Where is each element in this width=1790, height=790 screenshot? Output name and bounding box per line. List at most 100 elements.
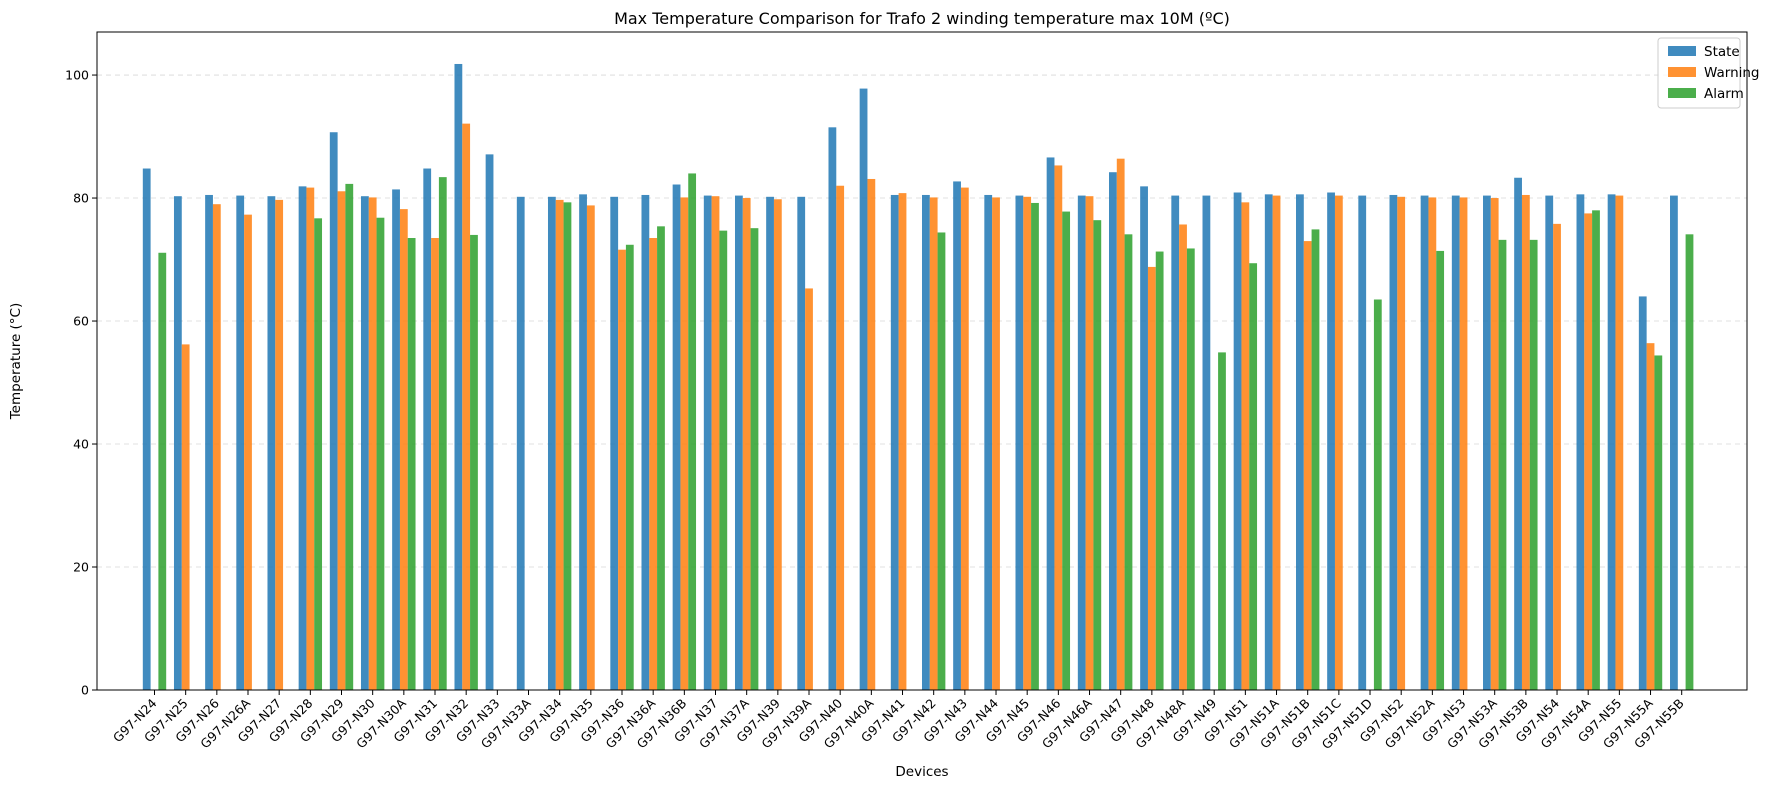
bar-state [1545, 195, 1554, 690]
bar-warning [399, 209, 408, 690]
bar-warning [898, 193, 907, 691]
bar-state [828, 127, 837, 691]
bar-warning [680, 197, 689, 690]
bar-warning [306, 187, 315, 690]
bar-alarm [1062, 211, 1071, 691]
x-axis-title: Devices [895, 764, 948, 780]
legend-swatch-alarm [1668, 88, 1696, 98]
bar-alarm [376, 217, 385, 690]
y-tick-label: 100 [65, 68, 89, 83]
bar-state [423, 168, 432, 690]
bar-state [236, 195, 245, 690]
bar-state [1514, 177, 1522, 691]
bar-alarm [563, 202, 572, 691]
bar-alarm [625, 244, 634, 690]
bar-state [1451, 195, 1460, 690]
bar-state [1264, 194, 1273, 690]
bar-warning [1553, 223, 1561, 690]
bar-warning [1147, 266, 1156, 690]
bar-alarm [438, 177, 447, 690]
bar-warning [1490, 198, 1499, 690]
bar-alarm [1373, 299, 1382, 690]
bar-warning [1054, 165, 1063, 691]
bar-warning [960, 187, 969, 690]
bar-warning [773, 199, 782, 691]
bar-state [173, 196, 182, 691]
bar-state [734, 195, 743, 690]
bar-state [142, 168, 151, 690]
bar-alarm [314, 218, 323, 690]
bar-warning [805, 288, 813, 690]
bar-state [641, 194, 650, 690]
bar-state [1202, 195, 1211, 690]
bar-state [267, 196, 276, 691]
legend-label-warning: Warning [1704, 65, 1760, 81]
bar-state [516, 196, 525, 690]
bar-state [1233, 192, 1242, 690]
y-axis: 0 20 40 60 80 100 [65, 68, 97, 698]
bar-state [1358, 195, 1367, 690]
bar-warning [1179, 224, 1187, 690]
bar-state [610, 196, 619, 690]
bar-state [392, 189, 400, 690]
bar-warning [1459, 197, 1468, 690]
bar-state [672, 184, 681, 690]
bar-state [921, 194, 930, 690]
bar-alarm [937, 232, 946, 690]
bar-warning [244, 214, 252, 691]
bar-state [890, 194, 899, 690]
bar-warning [1646, 343, 1655, 690]
bar-alarm [1529, 239, 1538, 691]
bar-warning [836, 185, 845, 690]
y-tick-label: 80 [73, 191, 89, 206]
bar-state [360, 196, 369, 691]
bar-warning [462, 123, 471, 690]
bar-alarm [1498, 239, 1507, 691]
bar-warning [1116, 158, 1125, 691]
legend-label-alarm: Alarm [1704, 86, 1744, 102]
chart-title: Max Temperature Comparison for Trafo 2 w… [614, 9, 1230, 28]
legend-label-state: State [1704, 44, 1740, 60]
legend-swatch-state [1668, 46, 1696, 56]
bar-alarm [1311, 229, 1320, 690]
bar-warning [212, 204, 221, 690]
bar-state [1171, 195, 1180, 690]
bar-state [298, 186, 307, 690]
bar-state [766, 196, 774, 690]
bar-warning [929, 197, 938, 690]
bar-state [1670, 195, 1678, 690]
bar-state [1140, 186, 1148, 690]
legend-swatch-warning [1668, 67, 1696, 77]
bar-state [953, 181, 961, 690]
bar-warning [618, 249, 626, 690]
bar-state [329, 132, 338, 691]
bar-warning [742, 198, 751, 690]
bar-state [859, 88, 868, 691]
bar-warning [555, 199, 564, 690]
bar-state [1607, 194, 1616, 690]
bar-alarm [470, 234, 478, 691]
bar-alarm [1031, 202, 1039, 690]
bar-state [1109, 172, 1117, 690]
bar-alarm [657, 226, 665, 690]
bar-state [1576, 194, 1585, 690]
bars [142, 63, 1694, 691]
bar-state [1638, 296, 1647, 690]
bar-state [797, 196, 806, 690]
y-axis-title: Temperature (°C) [8, 303, 24, 421]
x-axis: G97-N24G97-N25G97-N26G97-N26AG97-N27G97-… [110, 690, 1687, 752]
bar-warning [1584, 213, 1593, 691]
bar-state [703, 195, 712, 690]
bar-alarm [688, 173, 697, 690]
bar-alarm [1186, 248, 1195, 690]
bar-alarm [1093, 220, 1102, 690]
bar-alarm [1592, 210, 1600, 691]
bar-alarm [345, 183, 354, 690]
bar-alarm [750, 228, 759, 690]
bar-state [1296, 194, 1304, 690]
bar-alarm [1685, 234, 1694, 690]
bar-warning [711, 196, 720, 691]
bar-alarm [158, 252, 167, 690]
bar-alarm [1218, 352, 1226, 690]
